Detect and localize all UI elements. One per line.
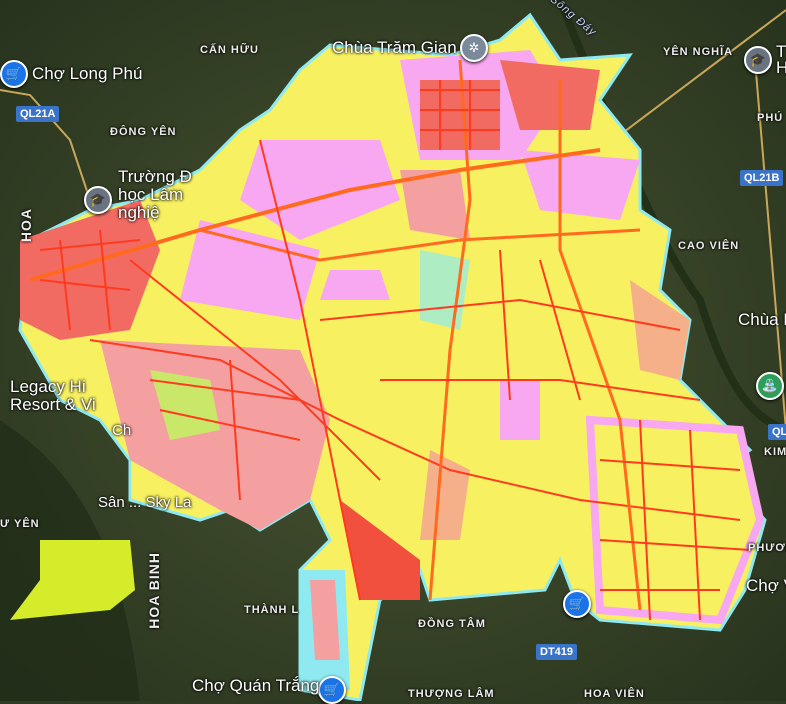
highway-line <box>599 9 786 151</box>
school-icon[interactable]: 🎓 <box>744 46 772 74</box>
area-label: HOA VIÊN <box>584 688 645 700</box>
area-label: ĐÔNG YÊN <box>110 126 177 138</box>
temple-icon[interactable]: ✲ <box>460 34 488 62</box>
area-label: CẤN HỮU <box>200 44 259 56</box>
forest-zone <box>10 540 135 620</box>
road-shield: QL21B <box>740 170 784 186</box>
shopping-cart-icon[interactable]: 🛒 <box>318 676 346 704</box>
area-label: PHƯƠN <box>748 542 786 554</box>
highway-line <box>754 59 786 431</box>
poi-label[interactable]: Legacy Hi Resort & Vi <box>10 377 96 414</box>
road-shield: QL21A <box>16 106 60 122</box>
poi-label[interactable]: Chợ Quán Trắng <box>192 676 320 695</box>
area-label: YÊN NGHĨA <box>663 46 734 58</box>
area-label: HOA <box>18 208 34 243</box>
poi-label[interactable]: Chùa B <box>738 310 786 329</box>
park-icon[interactable]: ⛲ <box>756 372 784 400</box>
poi-label[interactable]: Chợ V <box>746 576 786 595</box>
shopping-cart-icon[interactable]: 🛒 <box>563 590 591 618</box>
poi-label: Ch <box>112 422 132 439</box>
poi-label[interactable]: Chùa Trăm Gian <box>332 38 457 57</box>
road-shield: DT419 <box>536 644 578 660</box>
area-label: Ư YÊN <box>0 518 40 530</box>
poi-label[interactable]: Chợ Long Phú <box>32 64 143 83</box>
area-label: PHÚ <box>757 112 784 124</box>
poi-label[interactable]: T H <box>776 42 786 77</box>
planning-overlay <box>10 12 767 701</box>
poi-label[interactable]: Trường Đ học Lâm nghiệ <box>118 167 192 222</box>
area-label: HOA BINH <box>146 552 162 629</box>
shopping-cart-icon[interactable]: 🛒 <box>0 60 28 88</box>
area-label: CAO VIÊN <box>678 240 740 252</box>
area-label: ĐỒNG TÂM <box>418 618 486 630</box>
area-label: THƯỢNG LÂM <box>408 688 495 700</box>
planned-roads <box>29 59 751 621</box>
area-label: THÀNH L <box>244 604 300 616</box>
road-shield: QL <box>768 424 786 440</box>
school-icon[interactable]: 🎓 <box>84 186 112 214</box>
area-label: KIM <box>764 446 786 458</box>
poi-label[interactable]: Sân ... Sky La <box>98 494 192 511</box>
